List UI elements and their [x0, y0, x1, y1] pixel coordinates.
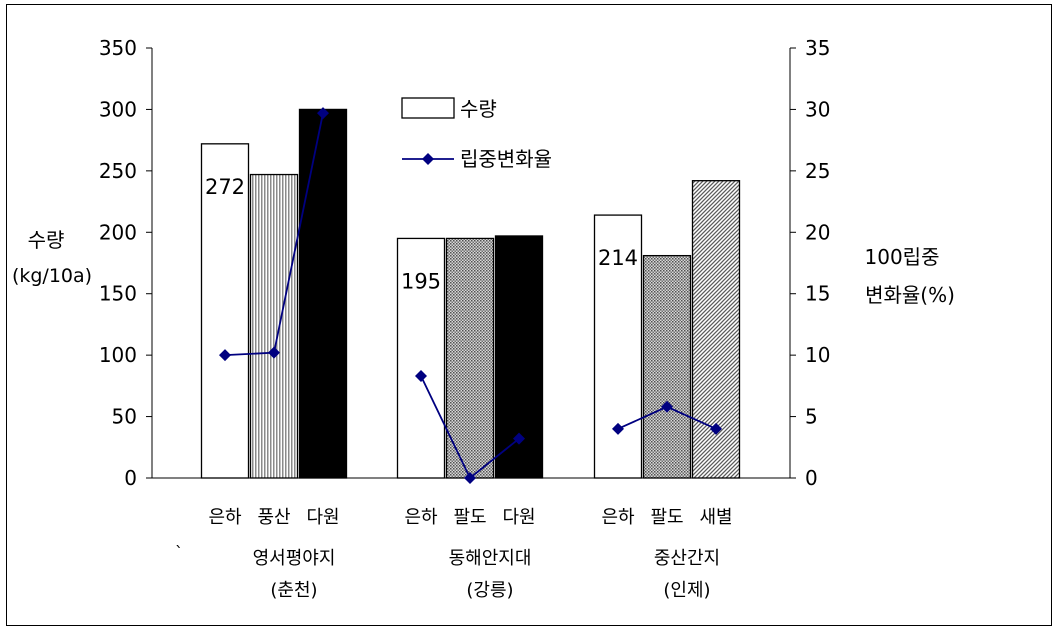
right-tick-label: 5: [805, 405, 818, 429]
line-point-marker: [219, 349, 231, 362]
legend-swatch-marker: [422, 153, 434, 165]
region-sublabel: (춘천): [270, 580, 317, 601]
left-tick-label: 100: [99, 343, 137, 367]
chart-frame: [6, 4, 1052, 626]
stray-mark: `: [175, 543, 183, 562]
bar: [642, 254, 692, 479]
line-point-marker: [612, 422, 624, 435]
bar: [445, 237, 495, 479]
region-sublabel: (강릉): [466, 580, 513, 601]
region-label: 영서평야지: [253, 548, 336, 569]
x-tick-label: 은하: [208, 507, 242, 528]
right-tick-label: 20: [805, 220, 830, 244]
region-sublabel: (인제): [663, 580, 710, 601]
right-axis-unit: 변화율(%): [865, 283, 955, 307]
right-axis-title: 100립중: [865, 245, 940, 269]
x-tick-label: 새별: [699, 507, 732, 528]
left-tick-label: 0: [124, 466, 137, 490]
left-tick-label: 200: [99, 220, 137, 244]
bar: [396, 237, 446, 479]
region-label: 동해안지대: [449, 548, 532, 569]
line-point-marker: [268, 346, 280, 359]
line-point-marker: [317, 107, 329, 120]
right-tick-label: 0: [805, 466, 818, 490]
line-point-marker: [661, 400, 673, 413]
x-tick-label: 은하: [404, 507, 438, 528]
legend-label-line: 립중변화율: [460, 147, 552, 171]
left-axis-unit: (kg/10a): [12, 265, 92, 287]
x-tick-label: 풍산: [257, 507, 290, 528]
line-point-marker: [415, 370, 427, 383]
line-point-marker: [513, 432, 525, 445]
bar: [200, 143, 250, 479]
right-tick-label: 25: [805, 159, 830, 183]
bar-data-label: 195: [401, 269, 441, 293]
right-tick-label: 35: [805, 36, 830, 60]
legend-label-bar: 수량: [460, 97, 497, 121]
legend-swatch-bar: [401, 97, 455, 119]
line-point-marker: [464, 472, 476, 484]
x-tick-label: 팔도: [453, 507, 486, 528]
left-tick-label: 50: [112, 405, 137, 429]
left-axis-title: 수량: [28, 228, 65, 252]
line-point-marker: [710, 422, 722, 435]
x-tick-label: 팔도: [650, 507, 683, 528]
bar-data-label: 272: [205, 175, 245, 199]
left-tick-label: 350: [99, 36, 137, 60]
bar: [249, 173, 299, 479]
x-tick-label: 은하: [601, 507, 635, 528]
region-label: 중산간지: [654, 548, 720, 569]
left-tick-label: 150: [99, 282, 137, 306]
right-tick-label: 30: [805, 97, 830, 121]
x-tick-label: 다원: [502, 507, 535, 528]
x-tick-label: 다원: [306, 507, 339, 528]
right-tick-label: 15: [805, 282, 830, 306]
left-tick-label: 250: [99, 159, 137, 183]
bar: [298, 108, 348, 479]
left-tick-label: 300: [99, 97, 137, 121]
right-tick-label: 10: [805, 343, 830, 367]
bar-data-label: 214: [598, 246, 638, 270]
